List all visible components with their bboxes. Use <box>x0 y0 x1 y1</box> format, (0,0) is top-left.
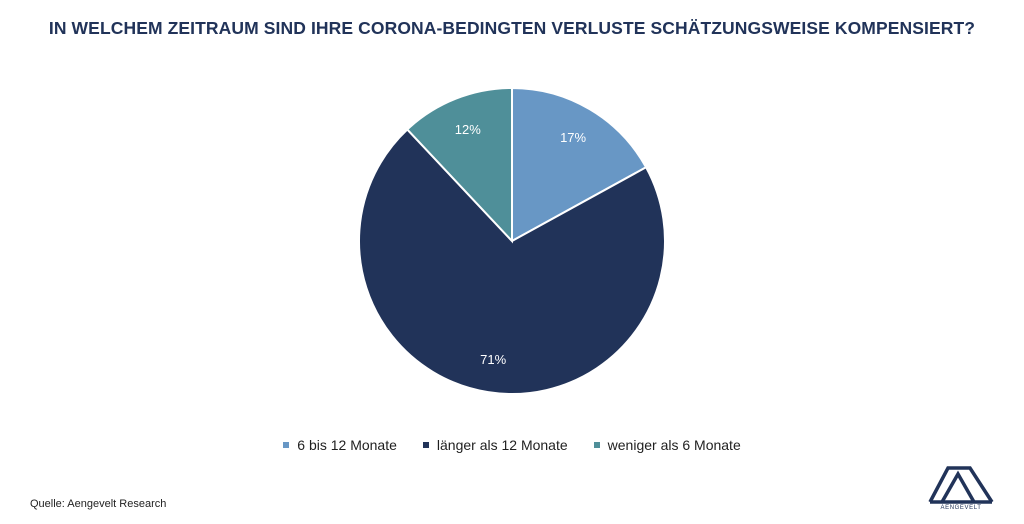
pie-slices <box>358 86 666 395</box>
logo-text: AENGEVELT <box>940 505 982 511</box>
chart-title: IN WELCHEM ZEITRAUM SIND IHRE CORONA-BED… <box>48 18 976 38</box>
legend-item-1: 6 bis 12 Monate <box>283 437 397 453</box>
legend-label-2: länger als 12 Monate <box>436 437 568 453</box>
legend-swatch-2 <box>422 442 429 448</box>
slice-label-3: 12% <box>455 122 481 137</box>
pie-slice-1 <box>511 86 648 243</box>
pie-slice-3 <box>405 86 513 244</box>
legend-label-3: weniger als 6 Monate <box>607 437 741 453</box>
aengevelt-logo-icon <box>928 466 994 504</box>
pie-slice-2 <box>358 128 666 395</box>
legend-swatch-3 <box>593 442 600 448</box>
legend-item-3: weniger als 6 Monate <box>593 437 741 453</box>
legend: 6 bis 12 Monate länger als 12 Monate wenig… <box>0 437 1024 453</box>
slice-label-2: 71% <box>480 352 506 367</box>
legend-swatch-1 <box>283 442 290 448</box>
pie-slice-labels: 17% 71% 12% <box>455 122 587 367</box>
legend-label-1: 6 bis 12 Monate <box>297 437 397 453</box>
legend-item-2: länger als 12 Monate <box>422 437 568 453</box>
source-note: Quelle: Aengevelt Research <box>30 498 167 510</box>
slice-label-1: 17% <box>560 130 586 145</box>
